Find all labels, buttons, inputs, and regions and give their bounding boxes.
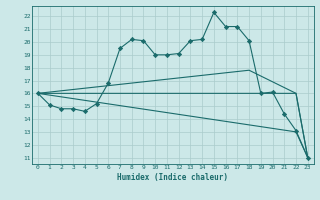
X-axis label: Humidex (Indice chaleur): Humidex (Indice chaleur) bbox=[117, 173, 228, 182]
